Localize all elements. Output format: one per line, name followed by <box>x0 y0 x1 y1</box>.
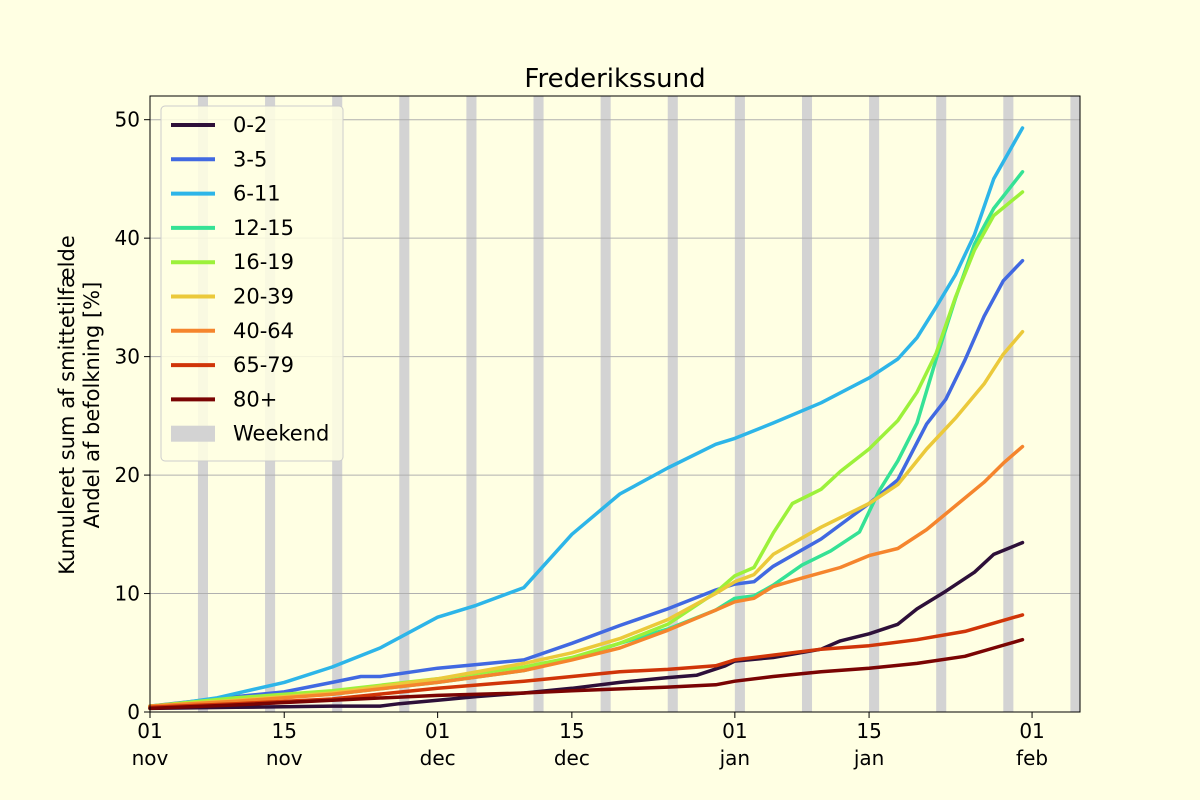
x-tick-label-day-0: 01 <box>137 719 162 743</box>
legend-label-weekend: Weekend <box>233 422 329 446</box>
legend-label-65-79: 65-79 <box>233 353 294 377</box>
series-line-3-5 <box>148 258 1025 708</box>
y-axis-label-line-2: Andel af befolkning [%] <box>80 282 104 529</box>
x-tick-label-month-0: nov <box>132 746 169 770</box>
series-line-16-19 <box>148 190 1025 708</box>
weekend-band-9 <box>801 96 813 712</box>
legend-label-40-64: 40-64 <box>233 319 294 343</box>
chart-title: Frederikssund <box>524 64 705 94</box>
x-tick-label-day-2: 01 <box>425 719 450 743</box>
legend: 0-2 3-5 6-11 12-15 16-19 20-39 40-64 65-79 80+ We… <box>160 105 344 462</box>
series-lines <box>148 126 1025 711</box>
x-tick-label-month-1: nov <box>266 746 303 770</box>
plot-frame <box>149 95 1081 713</box>
legend-label-6-11: 6-11 <box>233 182 281 206</box>
y-axis-label: Kumuleret sum af smittetilfælde Andel af… <box>55 235 104 575</box>
y-tick-label-0: 0 <box>127 700 140 724</box>
x-tick-label-day-6: 01 <box>1019 719 1044 743</box>
x-tick-label-month-3: dec <box>554 746 590 770</box>
x-axis-ticks: 01 nov 15 nov 01 dec 15 dec 01 jan 15 jan 01 feb <box>132 712 1048 770</box>
y-tick-label-30: 30 <box>115 345 140 369</box>
series-line-20-39 <box>148 329 1025 708</box>
weekend-band-4 <box>466 96 477 712</box>
legend-swatch-weekend <box>171 425 215 442</box>
weekend-band-8 <box>734 96 745 712</box>
weekend-band-5 <box>533 96 544 712</box>
x-tick-label-day-4: 01 <box>722 719 747 743</box>
legend-label-0-2: 0-2 <box>233 113 267 137</box>
y-axis-label-line-1: Kumuleret sum af smittetilfælde <box>55 235 79 575</box>
y-tick-label-20: 20 <box>115 463 140 487</box>
x-tick-label-day-1: 15 <box>272 719 297 743</box>
series-line-80+ <box>148 637 1025 711</box>
legend-label-20-39: 20-39 <box>233 285 294 309</box>
legend-label-80+: 80+ <box>233 387 277 411</box>
y-tick-label-10: 10 <box>115 582 140 606</box>
legend-label-12-15: 12-15 <box>233 216 294 240</box>
weekend-band-7 <box>667 96 678 712</box>
series-line-40-64 <box>148 444 1025 708</box>
weekend-band-3 <box>399 96 410 712</box>
legend-label-3-5: 3-5 <box>233 147 267 171</box>
x-tick-label-day-5: 15 <box>856 719 881 743</box>
weekend-band-10 <box>869 96 880 712</box>
weekend-band-13 <box>1070 96 1080 712</box>
series-line-6-11 <box>148 126 1025 710</box>
x-tick-label-month-4: jan <box>719 746 751 770</box>
x-tick-label-month-2: dec <box>420 746 456 770</box>
series-line-0-2 <box>148 540 1025 711</box>
y-axis-ticks: 0 10 20 30 40 50 <box>115 108 150 724</box>
x-tick-label-day-3: 15 <box>559 719 584 743</box>
legend-label-16-19: 16-19 <box>233 250 294 274</box>
series-line-65-79 <box>148 613 1025 710</box>
y-tick-label-40: 40 <box>115 226 140 250</box>
y-tick-label-50: 50 <box>115 108 140 132</box>
x-tick-label-month-5: jan <box>853 746 885 770</box>
x-tick-label-month-6: feb <box>1016 746 1048 770</box>
weekend-band-6 <box>600 96 611 712</box>
weekend-band-12 <box>1003 96 1014 712</box>
